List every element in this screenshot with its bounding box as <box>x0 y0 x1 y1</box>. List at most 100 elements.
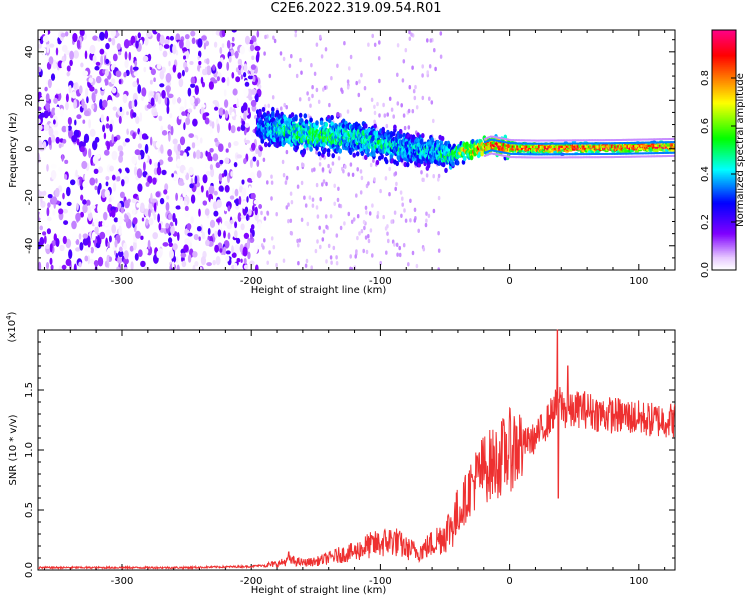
spectrogram-cell <box>597 139 600 142</box>
spectrogram-cell <box>128 100 133 110</box>
spectrogram-cell <box>223 89 227 97</box>
spectrogram-cell <box>631 141 634 144</box>
spectrogram-cell <box>553 142 556 145</box>
spectrogram-cell <box>643 155 646 158</box>
colorbar-cell <box>712 100 736 103</box>
spectrogram-cell <box>500 137 503 140</box>
spectrogram-cell <box>166 195 170 200</box>
colorbar-cell <box>712 182 736 185</box>
spectrogram-cell <box>190 30 196 37</box>
spectrogram-cell <box>82 119 86 124</box>
spectrogram-cell <box>500 154 503 157</box>
spectrogram-cell <box>234 230 238 238</box>
spectrogram-cell <box>565 142 569 145</box>
spectrogram-cell <box>382 102 385 108</box>
spectrogram-cell <box>581 142 584 145</box>
spectrogram-cell <box>158 115 163 122</box>
spectrogram-cell <box>48 127 54 137</box>
colorbar-cell <box>712 92 736 95</box>
colorbar-cell <box>712 202 736 205</box>
spectrogram-cell <box>536 156 539 159</box>
spectrogram-cell <box>95 75 102 84</box>
spectrogram-cell <box>150 136 153 146</box>
spectrogram-cell <box>652 155 655 158</box>
spectrogram-cell <box>94 185 98 191</box>
spectrogram-cell <box>541 156 544 159</box>
colorbar-cell <box>712 166 736 169</box>
spectrogram-cell <box>139 130 143 141</box>
spectrogram-cell <box>82 199 87 205</box>
spectrogram-cell <box>407 262 410 267</box>
spectrogram-cell <box>61 125 67 133</box>
colorbar-cell <box>712 230 736 233</box>
spectrogram-cell <box>600 139 603 142</box>
spectrogram-cell <box>629 152 632 155</box>
colorbar-cell <box>712 80 736 83</box>
spectrogram-cell <box>50 264 54 270</box>
spectrogram-cell <box>609 156 612 159</box>
spectrogram-cell <box>637 141 640 144</box>
spectrogram-cell <box>628 138 631 141</box>
spectrogram-cell <box>244 122 250 128</box>
spectrogram-cell <box>631 145 634 148</box>
spectrogram-cell <box>143 66 147 73</box>
spectrogram-cell <box>646 141 649 144</box>
spectrogram-cell <box>315 182 319 188</box>
spectrogram-cell <box>50 170 57 180</box>
spectrogram-cell <box>649 138 652 141</box>
spectrogram-cell <box>236 154 242 159</box>
spectrogram-cell <box>164 39 170 45</box>
spectrogram-cell <box>614 142 617 145</box>
spectrogram-cell <box>485 154 488 157</box>
spectrogram-cell <box>583 145 586 148</box>
spectrogram-cell <box>262 245 265 250</box>
colorbar-cell <box>712 96 736 99</box>
spectrogram-cell <box>217 133 221 141</box>
spectrogram-cell <box>243 264 249 270</box>
spectrogram-cell <box>156 250 163 259</box>
spectrogram-cell <box>207 228 211 235</box>
spectrogram-cell <box>369 162 373 168</box>
spectrogram-cell <box>530 142 533 145</box>
spectrogram-cell <box>43 124 50 131</box>
spectrogram-cell <box>228 122 231 131</box>
spectrogram-cell <box>194 261 199 267</box>
spectrogram-cell <box>415 105 419 110</box>
spectrogram-cell <box>371 203 374 208</box>
spectrogram-cell <box>671 138 674 140</box>
spectrogram-cell <box>203 43 207 50</box>
colorbar-cell <box>712 164 736 167</box>
spectrogram-cell <box>637 155 640 158</box>
colorbar-cell <box>712 142 736 145</box>
spectrogram-cell <box>250 224 255 230</box>
spectrogram-cell <box>337 156 341 161</box>
spectrogram-cell <box>603 153 606 155</box>
spectrogram-cell <box>315 205 319 210</box>
colorbar-cell <box>712 108 736 111</box>
spectrogram-cell <box>651 144 654 147</box>
spectrogram-cell <box>404 218 408 223</box>
spectrogram-cell <box>542 153 545 156</box>
spectrogram-cell <box>145 31 152 37</box>
spectrogram-cell <box>383 113 387 118</box>
spectrogram-cell <box>231 252 237 258</box>
spectrogram-cell <box>497 143 500 146</box>
spectrogram-cell <box>52 209 56 216</box>
spectrogram-cell <box>186 146 191 151</box>
spectrogram-cell <box>643 138 646 141</box>
spectrogram-cell <box>132 66 139 71</box>
spectrogram-cell <box>251 55 255 61</box>
spectrogram-cell <box>204 66 208 76</box>
spectrogram-cell <box>247 177 252 183</box>
spectrogram-cell <box>38 118 41 124</box>
spectrogram-cell <box>668 141 671 144</box>
spectrogram-cell <box>569 142 572 145</box>
spectrogram-cell <box>643 144 646 147</box>
x-tick-label: -100 <box>369 276 392 287</box>
spectrogram-cell <box>508 152 511 155</box>
spectrogram-cell <box>328 102 331 108</box>
spectrogram-cell <box>68 249 73 260</box>
spectrogram-cell <box>118 154 123 163</box>
spectrogram-cell <box>45 93 50 102</box>
spectrogram-cell <box>558 142 561 145</box>
